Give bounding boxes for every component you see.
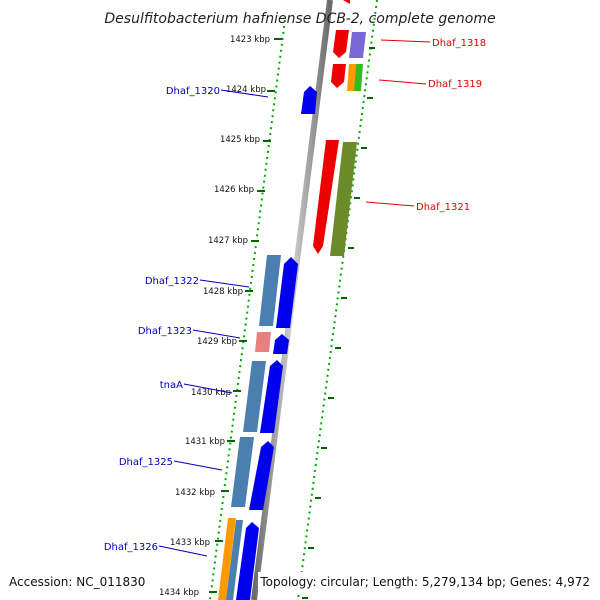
gene-label-dhaf-1319[interactable]: Dhaf_1319 bbox=[428, 79, 482, 90]
label-leaders bbox=[158, 39, 431, 557]
gene-dhaf-1326-cds bbox=[236, 522, 259, 600]
gene-label-tnaa[interactable]: tnaA bbox=[160, 380, 183, 391]
gene-label-dhaf-1325[interactable]: Dhaf_1325 bbox=[119, 457, 173, 468]
gene-tnaa-cds bbox=[260, 360, 283, 433]
leader-dhaf-1320 bbox=[220, 89, 269, 98]
gene-dhaf-1325-cds bbox=[249, 441, 274, 510]
footer-accession-bg bbox=[5, 572, 149, 592]
tick-label: 1424 kbp bbox=[226, 85, 266, 95]
tick-label: 1429 kbp bbox=[197, 337, 237, 347]
gene-dhaf-1323-cds bbox=[273, 334, 289, 354]
inner-ruler-ticks bbox=[209, 38, 282, 593]
gene-dhaf-1319-cds bbox=[331, 64, 346, 88]
tick-label: 1423 kbp bbox=[230, 35, 270, 45]
gene-dhaf-1323-cog bbox=[255, 332, 271, 352]
tick-label: 1428 kbp bbox=[203, 287, 243, 297]
gene-dhaf-1321-cds bbox=[313, 140, 339, 254]
leader-tnaa bbox=[183, 383, 233, 394]
gene-label-dhaf-1326[interactable]: Dhaf_1326 bbox=[104, 542, 158, 553]
leader-dhaf-1323 bbox=[192, 329, 241, 339]
gene-dhaf-1322-cds bbox=[276, 257, 298, 328]
gene-label-dhaf-1322[interactable]: Dhaf_1322 bbox=[145, 276, 199, 287]
tick-label: 1433 kbp bbox=[170, 538, 210, 548]
leader-dhaf-1319 bbox=[378, 79, 427, 85]
gene-dhaf-1318-cds bbox=[333, 30, 349, 58]
gene-dhaf-1325-cog bbox=[231, 437, 254, 507]
gene-label-dhaf-1318[interactable]: Dhaf_1318 bbox=[432, 38, 486, 49]
tick-label: 1430 kbp bbox=[191, 388, 231, 398]
gene-tnaa-cog bbox=[243, 361, 266, 432]
gene-dhaf-1322-cog bbox=[259, 255, 281, 326]
leader-dhaf-1318 bbox=[380, 39, 431, 43]
gene-dhaf-1326-cog bbox=[226, 520, 243, 600]
leader-dhaf-1326 bbox=[158, 545, 208, 557]
leader-dhaf-1321 bbox=[365, 201, 415, 207]
tick-label: 1426 kbp bbox=[214, 185, 254, 195]
gene-dhaf-1318-cog bbox=[349, 32, 366, 58]
gene-dhaf-1318 bbox=[343, 0, 350, 4]
tick-label: 1427 kbp bbox=[208, 236, 248, 246]
tick-labels: 1423 kbp 1424 kbp 1425 kbp 1426 kbp 1427… bbox=[159, 35, 270, 598]
gene-dhaf-1319-green bbox=[354, 64, 363, 91]
gene-dhaf-1326-orange bbox=[218, 518, 236, 600]
outer-ruler-line bbox=[297, 0, 378, 600]
tick-label: 1434 kbp bbox=[159, 588, 199, 598]
gene-label-dhaf-1321[interactable]: Dhaf_1321 bbox=[416, 202, 470, 213]
outer-ruler-ticks bbox=[302, 47, 375, 599]
reverse-strand-genes bbox=[313, 0, 366, 256]
tick-label: 1425 kbp bbox=[220, 135, 260, 145]
leader-dhaf-1322 bbox=[199, 279, 250, 288]
tick-label: 1432 kbp bbox=[175, 488, 215, 498]
gene-dhaf-1321-cog bbox=[330, 142, 357, 256]
tick-label: 1431 kbp bbox=[185, 437, 225, 447]
inner-ruler-line bbox=[209, 19, 286, 600]
footer-summary-bg bbox=[258, 572, 595, 592]
leader-dhaf-1325 bbox=[173, 460, 223, 471]
footer-accession: Accession: NC_011830 bbox=[9, 575, 145, 589]
footer-summary: Topology: circular; Length: 5,279,134 bp… bbox=[259, 575, 590, 589]
gene-label-dhaf-1323[interactable]: Dhaf_1323 bbox=[138, 326, 192, 337]
gene-labels: Dhaf_1318 Dhaf_1319 Dhaf_1320 Dhaf_1321 … bbox=[104, 38, 486, 553]
gene-label-dhaf-1320[interactable]: Dhaf_1320 bbox=[166, 86, 220, 97]
gene-dhaf-1319-orange bbox=[347, 64, 356, 91]
gene-dhaf-1320-cds bbox=[301, 86, 317, 114]
forward-strand-genes bbox=[218, 86, 317, 600]
map-title: Desulfitobacterium hafniense DCB-2, comp… bbox=[104, 11, 495, 27]
